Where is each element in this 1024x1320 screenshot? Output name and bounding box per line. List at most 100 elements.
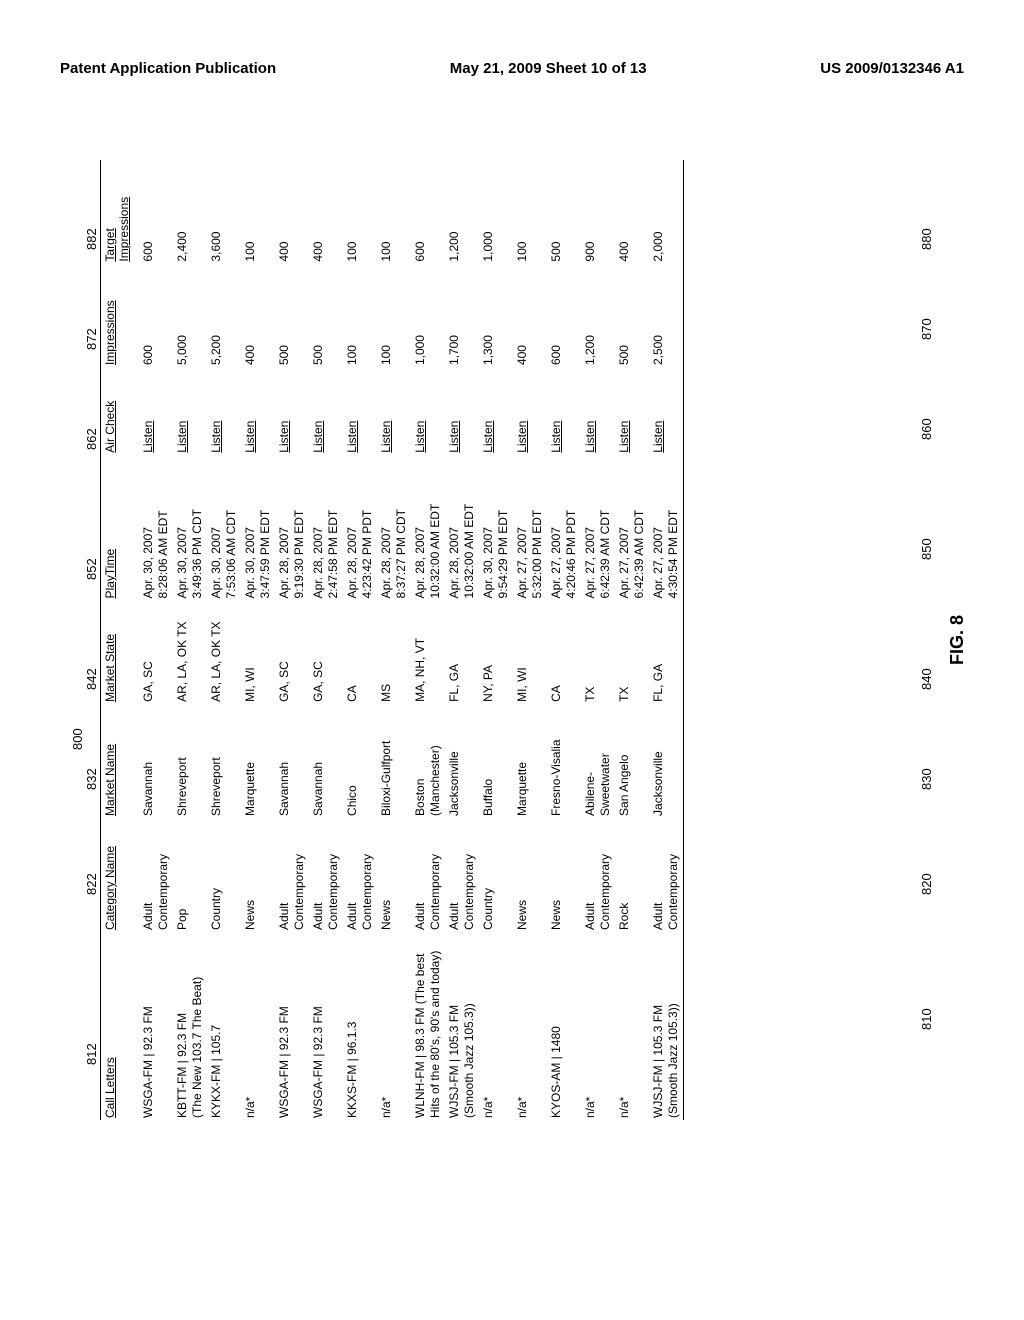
cell-play: Apr. 28, 2007 8:37:27 PM CDT (377, 455, 411, 601)
cell-cat: Adult Contemporary (581, 818, 615, 932)
ref-872: 872 (84, 328, 99, 350)
cell-call: KKXS-FM | 96.1.3 (343, 932, 377, 1120)
table-body: WSGA-FM | 92.3 FM Adult Contemporary Savan… (139, 160, 684, 1120)
cell-call: KBTT-FM | 92.3 FM (The New 103.7 The Bea… (173, 932, 207, 1120)
ref-882: 882 (84, 228, 99, 250)
cell-target-impressions: 2,000 (649, 160, 684, 264)
cell-aircheck[interactable]: Listen (139, 367, 173, 455)
cell-play: Apr. 30, 2007 8:28:06 AM EDT (139, 455, 173, 601)
cell-target-impressions: 400 (309, 160, 343, 264)
cell-play: Apr. 30, 2007 9:54:29 PM EDT (479, 455, 513, 601)
table-row: n/a*NewsMarquetteMI, WIApr. 27, 2007 5:3… (513, 160, 547, 1120)
cell-mkt: Savannah (275, 704, 309, 818)
cell-target-impressions: 100 (343, 160, 377, 264)
cell-call: WLNH-FM | 98.3 FM (The best Hits of the … (411, 932, 445, 1120)
cell-impressions: 500 (615, 264, 649, 367)
th-market-state: Market State (101, 600, 140, 703)
table-row: WSGA-FM | 92.3 FMAdult ContemporarySavan… (275, 160, 309, 1120)
cell-impressions: 1,200 (581, 264, 615, 367)
cell-target-impressions: 2,400 (173, 160, 207, 264)
cell-aircheck[interactable]: Listen (479, 367, 513, 455)
cell-mkt: Abilene-Sweetwater (581, 704, 615, 818)
cell-play: Apr. 27, 2007 6:42:39 AM CDT (615, 455, 649, 601)
cell-impressions: 100 (343, 264, 377, 367)
table-row: WJSJ-FM | 105.3 FM (Smooth Jazz 105.3))A… (445, 160, 479, 1120)
cell-aircheck[interactable]: Listen (309, 367, 343, 455)
th-impressions: Impressions (101, 264, 140, 367)
cell-play: Apr. 28, 2007 4:23:42 PM PDT (343, 455, 377, 601)
cell-aircheck[interactable]: Listen (615, 367, 649, 455)
cell-play: Apr. 28, 2007 10:32:00 AM EDT (445, 455, 479, 601)
cell-mkt: Shreveport (207, 704, 241, 818)
figure-8: 812 822 832 800 842 852 862 872 882 Call… (100, 160, 920, 1120)
cell-play: Apr. 27, 2007 4:30:54 PM EDT (649, 455, 684, 601)
cell-aircheck[interactable]: Listen (411, 367, 445, 455)
cell-impressions: 600 (139, 264, 173, 367)
table-row: WSGA-FM | 92.3 FMAdult ContemporarySavan… (309, 160, 343, 1120)
cell-mkt: Marquette (513, 704, 547, 818)
cell-target-impressions: 600 (139, 160, 173, 264)
cell-aircheck[interactable]: Listen (513, 367, 547, 455)
cell-aircheck[interactable]: Listen (649, 367, 684, 455)
cell-state: FL, GA (445, 600, 479, 703)
th-playtime: PlayTime (101, 455, 140, 601)
header-center: May 21, 2009 Sheet 10 of 13 (450, 60, 647, 77)
table-row: WSGA-FM | 92.3 FMAdult ContemporarySavan… (139, 160, 173, 1120)
ref-840: 840 (919, 668, 934, 690)
cell-call: KYOS-AM | 1480 (547, 932, 581, 1120)
cell-call: WSGA-FM | 92.3 FM (139, 932, 173, 1120)
cell-cat: Rock (615, 818, 649, 932)
cell-target-impressions: 600 (411, 160, 445, 264)
cell-state: MI, WI (241, 600, 275, 703)
cell-aircheck[interactable]: Listen (445, 367, 479, 455)
cell-impressions: 1,700 (445, 264, 479, 367)
cell-impressions: 5,000 (173, 264, 207, 367)
ref-860: 860 (919, 418, 934, 440)
table-row: n/a*NewsBiloxi-GulfportMSApr. 28, 2007 8… (377, 160, 411, 1120)
cell-state: GA, SC (309, 600, 343, 703)
cell-cat: News (547, 818, 581, 932)
cell-aircheck[interactable]: Listen (343, 367, 377, 455)
cell-mkt: San Angelo (615, 704, 649, 818)
cell-call: n/a* (479, 932, 513, 1120)
cell-aircheck[interactable]: Listen (173, 367, 207, 455)
ref-870: 870 (919, 318, 934, 340)
cell-mkt: Savannah (309, 704, 343, 818)
figure-caption: FIG. 8 (947, 615, 968, 665)
cell-play: Apr. 30, 2007 3:49:36 PM CDT (173, 455, 207, 601)
table-row: n/a*CountryBuffaloNY, PAApr. 30, 2007 9:… (479, 160, 513, 1120)
cell-aircheck[interactable]: Listen (377, 367, 411, 455)
cell-call: n/a* (615, 932, 649, 1120)
cell-aircheck[interactable]: Listen (241, 367, 275, 455)
cell-state: TX (581, 600, 615, 703)
cell-cat: Adult Contemporary (445, 818, 479, 932)
header-left: Patent Application Publication (60, 60, 276, 77)
table-row: WLNH-FM | 98.3 FM (The best Hits of the … (411, 160, 445, 1120)
data-table: Call Letters Category Name Market Name M… (100, 160, 684, 1120)
cell-aircheck[interactable]: Listen (581, 367, 615, 455)
cell-target-impressions: 1,200 (445, 160, 479, 264)
cell-target-impressions: 900 (581, 160, 615, 264)
cell-play: Apr. 28, 2007 10:32:00 AM EDT (411, 455, 445, 601)
page-header: Patent Application Publication May 21, 2… (60, 60, 964, 77)
cell-target-impressions: 3,600 (207, 160, 241, 264)
cell-call: WJSJ-FM | 105.3 FM (Smooth Jazz 105.3)) (649, 932, 684, 1120)
cell-state: MA, NH, VT (411, 600, 445, 703)
cell-mkt: Chico (343, 704, 377, 818)
cell-target-impressions: 400 (615, 160, 649, 264)
table-row: n/a*RockSan AngeloTXApr. 27, 2007 6:42:3… (615, 160, 649, 1120)
header-right: US 2009/0132346 A1 (820, 60, 964, 77)
cell-state: AR, LA, OK TX (173, 600, 207, 703)
cell-cat: Country (479, 818, 513, 932)
cell-state: FL, GA (649, 600, 684, 703)
cell-play: Apr. 27, 2007 4:20:46 PM PDT (547, 455, 581, 601)
cell-aircheck[interactable]: Listen (547, 367, 581, 455)
cell-mkt: Biloxi-Gulfport (377, 704, 411, 818)
cell-state: GA, SC (139, 600, 173, 703)
cell-aircheck[interactable]: Listen (207, 367, 241, 455)
cell-impressions: 2,500 (649, 264, 684, 367)
cell-aircheck[interactable]: Listen (275, 367, 309, 455)
cell-cat: Adult Contemporary (649, 818, 684, 932)
cell-play: Apr. 28, 2007 9:19:30 PM EDT (275, 455, 309, 601)
ref-880: 880 (919, 228, 934, 250)
